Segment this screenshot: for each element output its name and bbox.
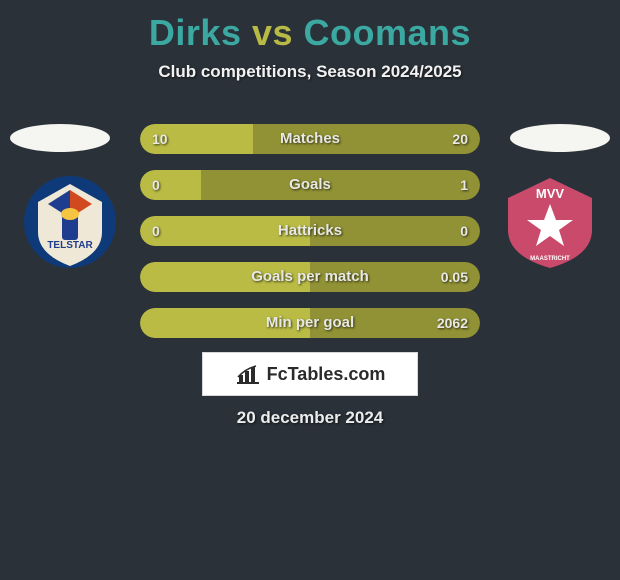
player-left-placeholder bbox=[10, 124, 110, 152]
stat-label: Goals per match bbox=[140, 262, 480, 292]
brand-text: FcTables.com bbox=[267, 364, 386, 385]
stat-value-left: 0 bbox=[152, 216, 160, 246]
player-right-name: Coomans bbox=[304, 12, 472, 53]
stat-value-right: 20 bbox=[452, 124, 468, 154]
stat-label: Matches bbox=[140, 124, 480, 154]
stat-value-right: 2062 bbox=[437, 308, 468, 338]
comparison-title: Dirks vs Coomans bbox=[0, 0, 620, 54]
season-subtitle: Club competitions, Season 2024/2025 bbox=[0, 62, 620, 82]
stats-bars: Matches1020Goals01Hattricks00Goals per m… bbox=[140, 124, 480, 354]
svg-text:MAASTRICHT: MAASTRICHT bbox=[530, 256, 570, 262]
club-badge-right: MVV MAASTRICHT bbox=[500, 174, 600, 270]
stat-row: Min per goal2062 bbox=[140, 308, 480, 338]
stat-row: Matches10 20 bbox=[140, 124, 480, 154]
club-badge-left: TELSTAR bbox=[20, 174, 120, 270]
stat-value-right: 1 bbox=[460, 170, 468, 200]
telstar-crest-icon: TELSTAR bbox=[20, 174, 120, 270]
stat-row: Goals0 1 bbox=[140, 170, 480, 200]
stat-value-left: 10 bbox=[152, 124, 168, 154]
vs-label: vs bbox=[252, 12, 293, 53]
stat-row: Goals per match0.05 bbox=[140, 262, 480, 292]
bar-chart-icon bbox=[235, 363, 261, 385]
stat-label: Goals bbox=[140, 170, 480, 200]
mvv-crest-icon: MVV MAASTRICHT bbox=[500, 174, 600, 270]
snapshot-date: 20 december 2024 bbox=[0, 408, 620, 428]
player-right-placeholder bbox=[510, 124, 610, 152]
stat-label: Hattricks bbox=[140, 216, 480, 246]
stat-value-left: 0 bbox=[152, 170, 160, 200]
stat-label: Min per goal bbox=[140, 308, 480, 338]
stat-value-right: 0.05 bbox=[441, 262, 468, 292]
player-left-name: Dirks bbox=[149, 12, 242, 53]
svg-text:MVV: MVV bbox=[536, 186, 565, 201]
svg-text:TELSTAR: TELSTAR bbox=[47, 240, 93, 251]
stat-row: Hattricks0 0 bbox=[140, 216, 480, 246]
brand-logo-box: FcTables.com bbox=[202, 352, 418, 396]
stat-value-right: 0 bbox=[460, 216, 468, 246]
